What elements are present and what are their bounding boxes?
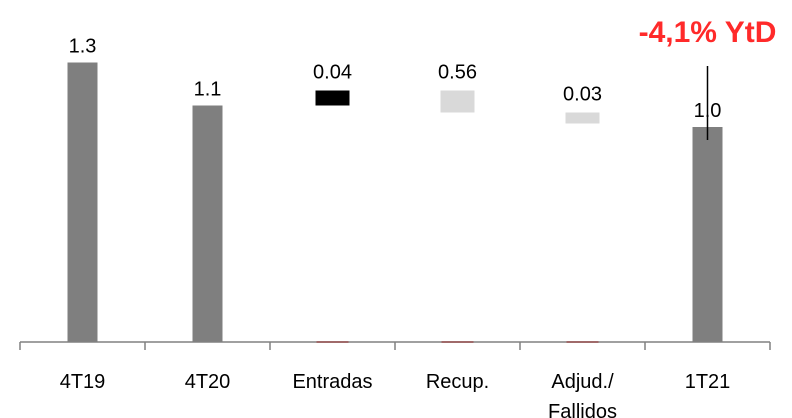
value-label: 0.03 [563,84,602,106]
ytd-annotation: -4,1% YtD [639,16,777,49]
value-label: 0.56 [438,62,477,84]
value-label: 1.3 [69,36,97,58]
bar-recup [440,90,475,113]
category-labels-group: 4T19 4T20 Entradas Recup. Adjud./Fallidos 1T2… [60,371,731,418]
category-label: 1T21 [685,371,731,393]
bar-1t21 [692,127,723,342]
category-label: Adjud./Fallidos [548,371,617,418]
category-label: 4T19 [60,371,106,393]
category-label: Recup. [426,371,489,393]
value-labels-group: 1.31.10.04 0.560.031.0 [69,36,722,123]
category-label: Entradas [292,371,372,393]
annotation-group: -4,1% YtD [639,16,777,140]
value-label: 0.04 [313,62,352,84]
bars-group [67,62,723,343]
bar-adjud-fallidos [565,112,600,124]
bar-4t19 [67,62,98,342]
bar-entradas [315,90,350,106]
x-axis [19,341,771,350]
category-label: 4T20 [185,371,231,393]
value-label: 1.1 [194,79,222,101]
bar-4t20 [192,105,223,342]
